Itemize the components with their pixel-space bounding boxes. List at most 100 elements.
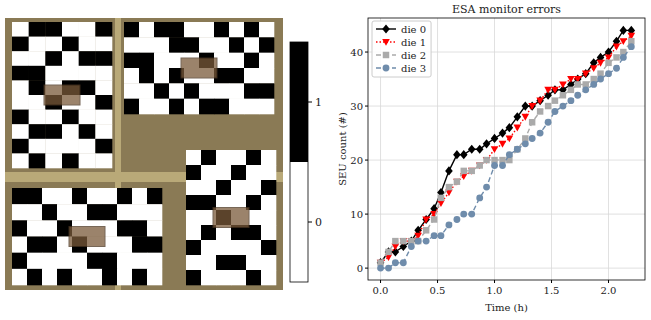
point <box>392 238 398 244</box>
cell <box>12 95 29 110</box>
point <box>506 123 514 132</box>
cell <box>259 53 274 69</box>
point <box>605 60 611 66</box>
cell <box>244 53 259 69</box>
cell <box>229 22 244 38</box>
colorbar-label: 0 <box>315 216 322 229</box>
cell <box>261 210 276 225</box>
point <box>453 216 460 223</box>
point <box>560 92 566 98</box>
point <box>544 87 552 94</box>
cell <box>231 255 246 270</box>
cell <box>186 210 201 225</box>
cell <box>214 99 229 115</box>
cell <box>62 51 79 66</box>
point <box>536 98 544 105</box>
point <box>605 70 612 77</box>
y-tick <box>365 160 368 161</box>
cell <box>27 237 42 253</box>
y-tick-label: 40 <box>350 47 363 58</box>
point <box>575 81 581 87</box>
cell <box>27 204 42 220</box>
cell <box>117 253 132 269</box>
point <box>522 101 530 110</box>
legend: die 0die 1die 2die 3 <box>372 21 431 77</box>
point <box>476 194 483 201</box>
point <box>514 146 520 152</box>
cell <box>42 269 57 285</box>
x-tick-label: 0.5 <box>430 285 446 296</box>
cell <box>216 165 231 180</box>
cell <box>261 270 276 285</box>
x-tick-label: 2.0 <box>601 285 617 296</box>
point <box>483 157 489 163</box>
point <box>431 216 437 222</box>
cell <box>12 237 27 253</box>
point <box>613 54 619 60</box>
cell <box>229 37 244 53</box>
cell <box>216 255 231 270</box>
cell <box>139 68 154 84</box>
cell <box>231 180 246 195</box>
figure: 010.00.51.01.52.0010203040ESA monitor er… <box>0 0 651 320</box>
cell <box>154 53 169 69</box>
legend-label: die 3 <box>401 63 426 74</box>
legend-label: die 2 <box>401 50 426 61</box>
cell <box>42 253 57 269</box>
cell <box>186 180 201 195</box>
series-line <box>381 36 632 263</box>
point <box>377 265 384 272</box>
point <box>597 60 605 67</box>
point <box>400 259 407 266</box>
cell <box>12 204 27 220</box>
cell <box>244 37 259 53</box>
chip-core <box>44 85 80 105</box>
cell <box>12 253 27 269</box>
cell <box>117 220 132 236</box>
point <box>499 141 507 148</box>
point <box>454 178 460 184</box>
cell <box>45 22 62 37</box>
cell <box>42 188 57 204</box>
cell <box>184 22 199 38</box>
point <box>551 85 559 94</box>
point <box>423 227 429 233</box>
cell <box>29 66 46 81</box>
colorbar: 01 <box>290 42 322 282</box>
cell <box>231 150 246 165</box>
cell <box>27 253 42 269</box>
cell <box>259 99 274 115</box>
die-map <box>186 150 276 285</box>
cell <box>186 225 201 240</box>
cell <box>199 22 214 38</box>
point <box>438 232 445 239</box>
cell <box>79 80 96 95</box>
colorbar-low <box>290 162 308 282</box>
cell <box>87 253 102 269</box>
point <box>522 140 529 147</box>
cell <box>132 220 147 236</box>
cell <box>42 204 57 220</box>
cell <box>29 22 46 37</box>
cell <box>216 240 231 255</box>
chip-photo <box>5 18 283 290</box>
cell <box>29 80 46 95</box>
x-tick <box>380 280 381 283</box>
cell <box>45 110 62 125</box>
cell <box>261 240 276 255</box>
chip-core <box>213 208 249 228</box>
legend-label: die 0 <box>401 24 426 35</box>
cell <box>95 22 112 37</box>
cell <box>186 165 201 180</box>
cell <box>229 99 244 115</box>
line-chart: 0.00.51.01.52.0010203040ESA monitor erro… <box>337 3 645 313</box>
point <box>392 243 400 250</box>
point <box>446 184 452 190</box>
grid-line <box>368 106 645 107</box>
y-tick-label: 10 <box>350 209 363 220</box>
cell <box>244 22 259 38</box>
cell <box>12 220 27 236</box>
cell <box>102 269 117 285</box>
x-tick-label: 0.0 <box>373 285 389 296</box>
cell <box>186 240 201 255</box>
